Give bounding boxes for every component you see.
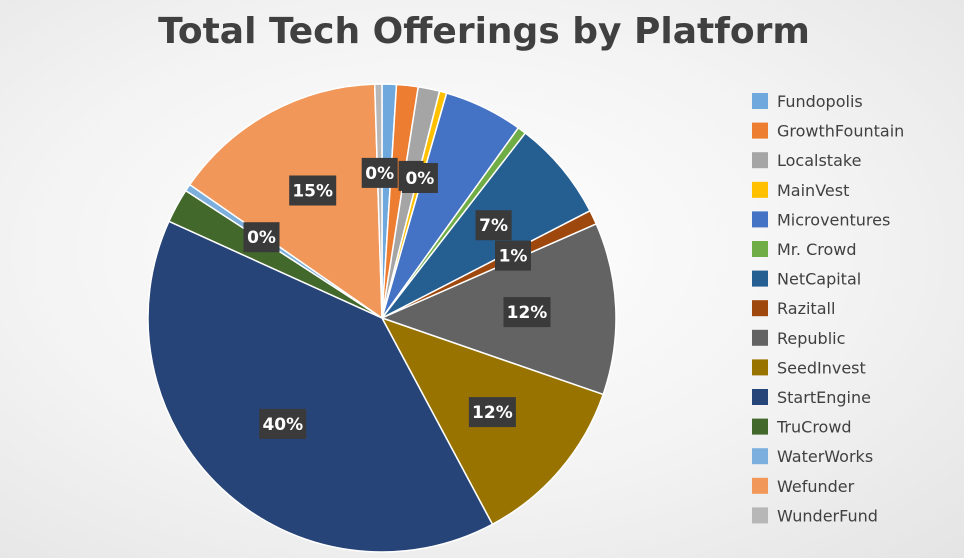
legend-label: Localstake — [777, 151, 861, 170]
legend-swatch — [752, 418, 768, 435]
legend-swatch — [752, 93, 768, 109]
data-label-text: 12% — [507, 303, 548, 323]
legend-swatch — [752, 241, 768, 257]
data-label-text: 15% — [292, 182, 333, 202]
legend-swatch — [752, 270, 768, 287]
legend-swatch — [752, 211, 768, 228]
data-label-box — [401, 163, 438, 193]
legend: Fundopolis GrowthFountain Localstake MainVe… — [752, 92, 904, 525]
legend-swatch — [752, 477, 768, 494]
data-label-mainvest: 0% — [401, 163, 438, 193]
data-label-box — [243, 222, 280, 253]
legend-swatch — [752, 359, 768, 376]
legend-label: Wefunder — [777, 477, 855, 496]
pie-slice-wunderfund — [373, 83, 383, 319]
legend-item-microventures: Microventures — [752, 210, 890, 229]
data-label-box — [259, 408, 307, 439]
legend-item-fundopolis: Fundopolis — [752, 92, 863, 111]
data-label-box — [361, 157, 398, 188]
data-label-text: 1% — [499, 247, 528, 267]
data-label-box — [503, 297, 551, 328]
legend-item-localstake: Localstake — [752, 151, 861, 170]
data-labels: 50%7%1%12%12%40%0%15%0% — [243, 157, 551, 439]
legend-label: WunderFund — [777, 506, 878, 525]
data-label-startengine: 40% — [259, 408, 307, 439]
legend-label: StartEngine — [777, 388, 871, 407]
legend-item-razitall: Razitall — [752, 299, 835, 318]
legend-swatch — [752, 300, 768, 317]
data-label-razitall: 1% — [495, 240, 531, 271]
pie-slice-wefunder — [188, 83, 383, 320]
legend-swatch — [752, 122, 768, 139]
data-label-text: 12% — [472, 403, 513, 423]
legend-label: Republic — [777, 329, 845, 348]
legend-swatch — [752, 448, 768, 465]
data-label-box — [495, 240, 531, 271]
data-label-box — [475, 210, 512, 241]
data-label-netcapital: 7% — [475, 210, 512, 241]
legend-label: Mr. Crowd — [777, 240, 857, 259]
legend-item-mr-crowd: Mr. Crowd — [752, 240, 857, 259]
legend-swatch — [752, 329, 768, 346]
data-label-text: 0% — [247, 228, 276, 248]
legend-item-growthfountain: GrowthFountain — [752, 122, 904, 141]
data-label-republic: 12% — [503, 297, 551, 328]
data-label-text: 40% — [262, 415, 303, 435]
legend-item-seedinvest: SeedInvest — [752, 358, 866, 377]
legend-item-waterworks: WaterWorks — [752, 447, 873, 466]
data-label-box — [289, 175, 337, 206]
data-label-box — [468, 397, 516, 428]
legend-label: SeedInvest — [777, 358, 866, 377]
legend-label: MainVest — [777, 181, 849, 200]
pie-slice-republic — [379, 222, 617, 396]
legend-item-wunderfund: WunderFund — [752, 506, 878, 525]
legend-swatch — [752, 507, 768, 524]
legend-item-netcapital: NetCapital — [752, 270, 861, 289]
data-label-text: 0% — [405, 169, 434, 189]
legend-label: NetCapital — [777, 270, 861, 289]
legend-swatch — [752, 389, 768, 405]
legend-item-trucrowd: TruCrowd — [752, 418, 852, 437]
legend-label: Razitall — [777, 299, 835, 318]
data-label-waterworks: 0% — [243, 222, 280, 253]
data-label-text: 7% — [479, 216, 508, 236]
legend-label: WaterWorks — [777, 447, 873, 466]
data-label-wefunder: 15% — [289, 175, 337, 206]
legend-swatch — [752, 181, 768, 198]
legend-item-mainvest: MainVest — [752, 181, 849, 200]
legend-swatch — [752, 152, 768, 169]
legend-label: GrowthFountain — [777, 122, 904, 141]
legend-item-wefunder: Wefunder — [752, 477, 855, 496]
chart-title: Total Tech Offerings by Platform — [158, 11, 810, 52]
legend-label: TruCrowd — [776, 418, 852, 437]
pie-slice-startengine — [147, 220, 494, 553]
data-label-text: 0% — [365, 164, 394, 184]
data-label-wunderfund: 0% — [361, 157, 398, 188]
legend-label: Fundopolis — [777, 92, 863, 111]
data-label-seedinvest: 12% — [468, 397, 516, 428]
legend-item-startengine: StartEngine — [752, 388, 871, 407]
legend-label: Microventures — [777, 210, 890, 229]
legend-item-republic: Republic — [752, 329, 845, 348]
